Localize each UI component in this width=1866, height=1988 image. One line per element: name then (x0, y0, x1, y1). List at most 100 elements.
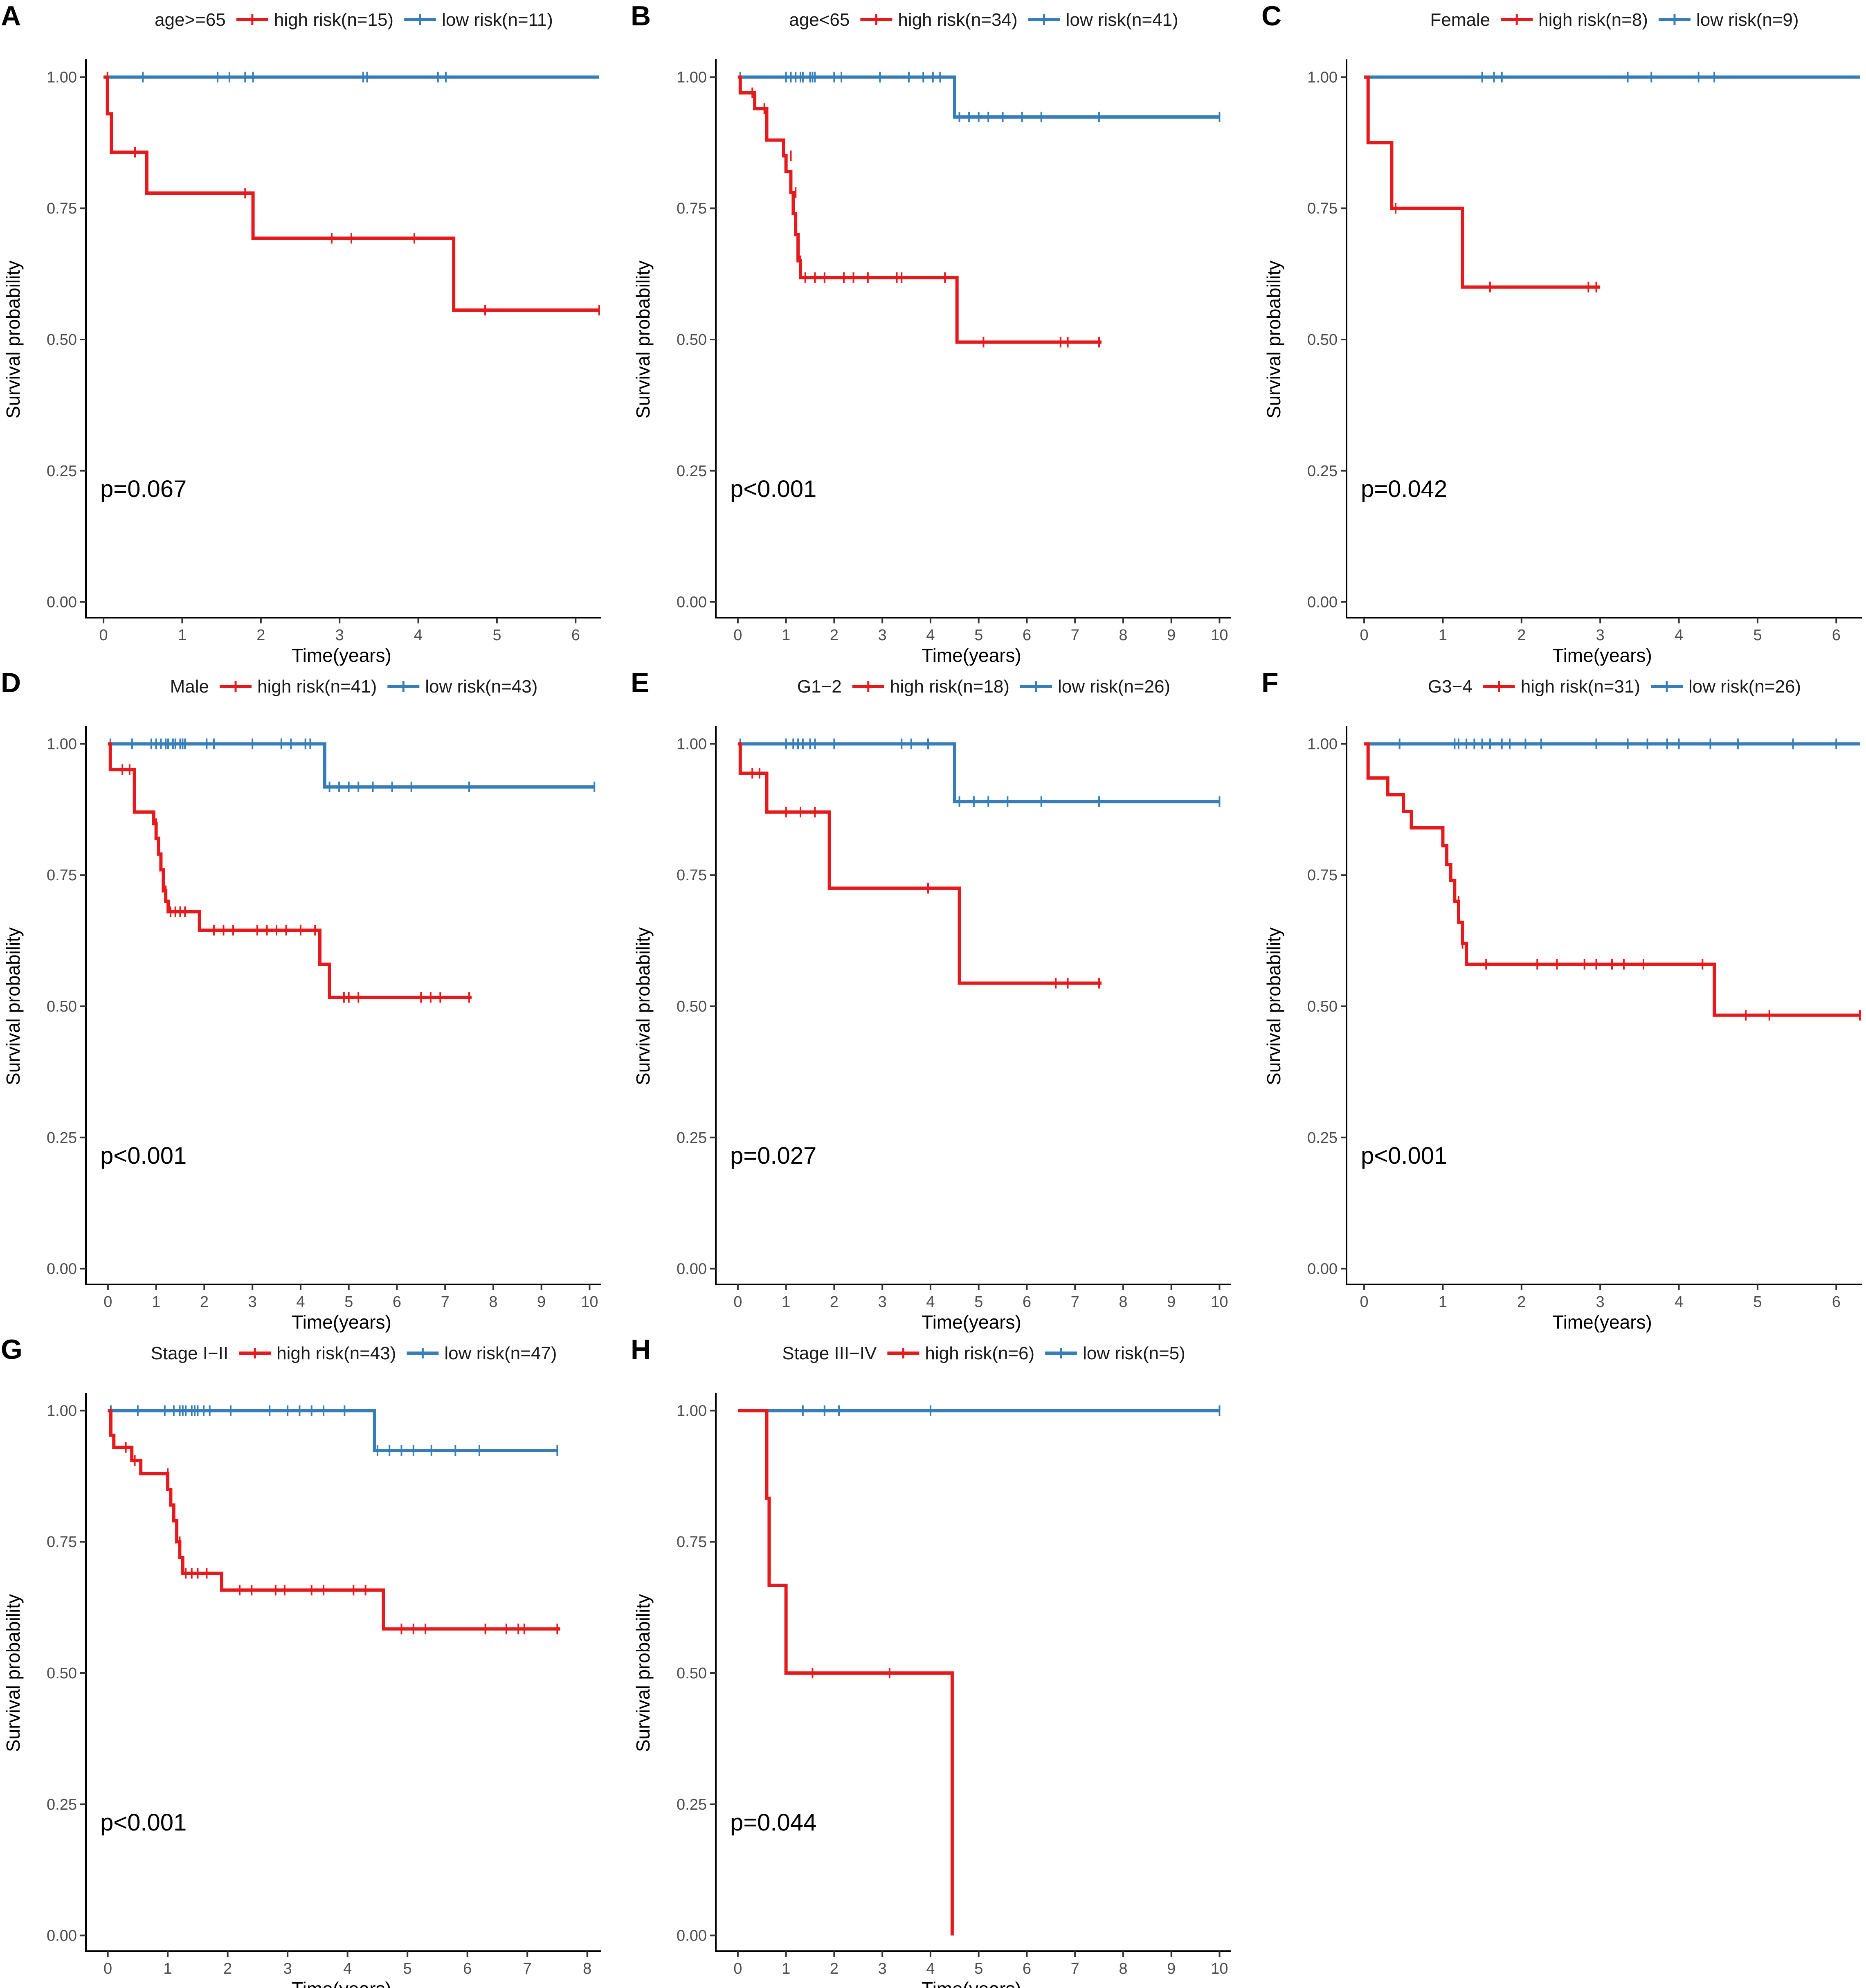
panel-letter: A (1, 0, 21, 31)
y-tick-label: 0.50 (677, 1665, 707, 1682)
series-high-risk (737, 742, 1102, 989)
x-axis-title: Time(years) (292, 1978, 391, 1988)
legend-strata-label: G3−4 (1428, 677, 1473, 697)
panel-letter: D (1, 667, 21, 698)
x-tick-label: 3 (1596, 1293, 1605, 1311)
x-tick-label: 7 (1071, 1293, 1079, 1311)
y-tick-label: 1.00 (1307, 69, 1338, 86)
legend: Female high risk(n=8) low risk(n=9) (1430, 10, 1799, 30)
legend: Stage I−II high risk(n=43) low risk(n=47) (151, 1343, 557, 1363)
y-axis-title: Survival probability (2, 1594, 24, 1752)
x-tick-label: 3 (335, 627, 344, 644)
series-high-risk (103, 72, 600, 316)
km-step-line-high-risk (1364, 75, 1601, 289)
p-value-label: p<0.001 (100, 1142, 187, 1169)
series-high-risk (1364, 75, 1601, 292)
x-tick-label: 0 (1360, 1293, 1369, 1311)
x-tick-label: 0 (103, 1960, 112, 1977)
series-low-risk (108, 1405, 558, 1456)
legend-key-low-risk (387, 681, 420, 692)
panel-letter: F (1261, 667, 1279, 698)
km-step-line-low-risk (108, 1409, 558, 1452)
x-axis-title: Time(years) (922, 1311, 1021, 1333)
x-tick-label: 10 (1211, 627, 1228, 644)
x-tick-label: 0 (733, 1293, 742, 1311)
y-tick-label: 0.25 (677, 1129, 707, 1147)
y-tick-label: 0.00 (1307, 594, 1338, 611)
axes: 0.00 0.25 0.50 0.75 1.00 0 1 2 3 4 5 6 (47, 59, 601, 644)
y-tick-label: 0.75 (677, 1534, 707, 1551)
series-high-risk (108, 742, 472, 1003)
legend-label-high-risk: high risk(n=15) (274, 10, 393, 30)
x-tick-label: 2 (830, 1960, 839, 1977)
y-tick-label: 0.00 (47, 1261, 77, 1278)
series-high-risk (1364, 742, 1861, 1021)
y-tick-label: 0.25 (677, 1796, 707, 1813)
y-tick-label: 1.00 (677, 735, 707, 753)
km-step-line-low-risk (737, 75, 1220, 119)
x-axis-title: Time(years) (922, 1978, 1021, 1988)
x-tick-label: 5 (974, 1960, 983, 1977)
legend-label-low-risk: low risk(n=43) (425, 677, 537, 697)
x-tick-label: 8 (489, 1293, 497, 1311)
km-step-line-high-risk (103, 75, 599, 312)
axes: 0.00 0.25 0.50 0.75 1.00 0 1 2 3 4 5 6 7 8 (47, 1393, 601, 1977)
y-tick-label: 0.25 (1307, 1129, 1338, 1147)
y-tick-label: 1.00 (47, 735, 77, 753)
legend-key-low-risk (1045, 1348, 1077, 1358)
km-panel-g: G Stage I−II high risk(n=43) low risk(n=47)… (0, 1334, 605, 1988)
x-tick-label: 7 (1071, 627, 1079, 644)
x-tick-label: 1 (164, 1960, 172, 1977)
legend-label-low-risk: low risk(n=41) (1066, 10, 1178, 30)
legend-key-low-risk (407, 1348, 439, 1358)
p-value-label: p=0.042 (1361, 476, 1447, 502)
km-step-line-high-risk (108, 1409, 560, 1631)
series-low-risk (1364, 738, 1860, 749)
y-tick-label: 0.00 (677, 594, 707, 611)
x-tick-label: 9 (1167, 627, 1176, 644)
x-tick-label: 9 (1167, 1293, 1176, 1311)
km-panel-h: H Stage III−IV high risk(n=6) low risk(n=5)… (630, 1334, 1235, 1988)
legend-strata-label: age<65 (789, 10, 850, 30)
x-tick-label: 4 (926, 1960, 935, 1977)
km-plot-svg: H Stage III−IV high risk(n=6) low risk(n=5)… (631, 1334, 1231, 1988)
legend-key-high-risk (887, 1348, 920, 1358)
legend: G3−4 high risk(n=31) low risk(n=26) (1428, 677, 1801, 697)
x-tick-label: 3 (1596, 627, 1605, 644)
y-tick-label: 0.50 (47, 998, 77, 1015)
legend-key-low-risk (1658, 14, 1691, 25)
x-tick-label: 2 (223, 1960, 232, 1977)
y-tick-label: 0.75 (1307, 200, 1338, 217)
panel-letter: E (631, 667, 649, 698)
km-step-line-high-risk (737, 742, 1102, 985)
y-tick-label: 0.50 (1307, 998, 1338, 1015)
y-tick-label: 0.75 (47, 1534, 77, 1551)
x-tick-label: 1 (782, 1960, 790, 1977)
legend: G1−2 high risk(n=18) low risk(n=26) (797, 677, 1170, 697)
x-tick-label: 9 (537, 1293, 546, 1311)
series-low-risk (737, 1405, 1221, 1416)
x-tick-label: 1 (782, 1293, 790, 1311)
y-tick-label: 0.00 (1307, 1261, 1338, 1278)
x-tick-label: 7 (523, 1960, 532, 1977)
x-tick-label: 6 (393, 1293, 401, 1311)
x-tick-label: 3 (878, 1960, 887, 1977)
legend: age<65 high risk(n=34) low risk(n=41) (789, 10, 1178, 30)
legend-key-low-risk (1651, 681, 1683, 692)
x-tick-label: 4 (1675, 627, 1683, 644)
y-tick-label: 0.75 (677, 867, 707, 884)
x-tick-label: 8 (1119, 627, 1127, 644)
x-tick-label: 2 (830, 627, 839, 644)
km-step-line-low-risk (737, 742, 1220, 803)
legend-strata-label: G1−2 (797, 677, 842, 697)
x-tick-label: 4 (343, 1960, 352, 1977)
legend-key-high-risk (1483, 681, 1515, 692)
y-tick-label: 0.00 (47, 594, 77, 611)
legend: Male high risk(n=41) low risk(n=43) (170, 677, 538, 697)
x-tick-label: 4 (926, 627, 935, 644)
km-step-line-low-risk (108, 742, 595, 789)
axes: 0.00 0.25 0.50 0.75 1.00 0 1 2 3 4 5 6 7 8 9 10 (677, 726, 1231, 1311)
series-high-risk (737, 75, 1102, 348)
x-tick-label: 7 (1071, 1960, 1079, 1977)
series-high-risk (108, 1409, 560, 1635)
